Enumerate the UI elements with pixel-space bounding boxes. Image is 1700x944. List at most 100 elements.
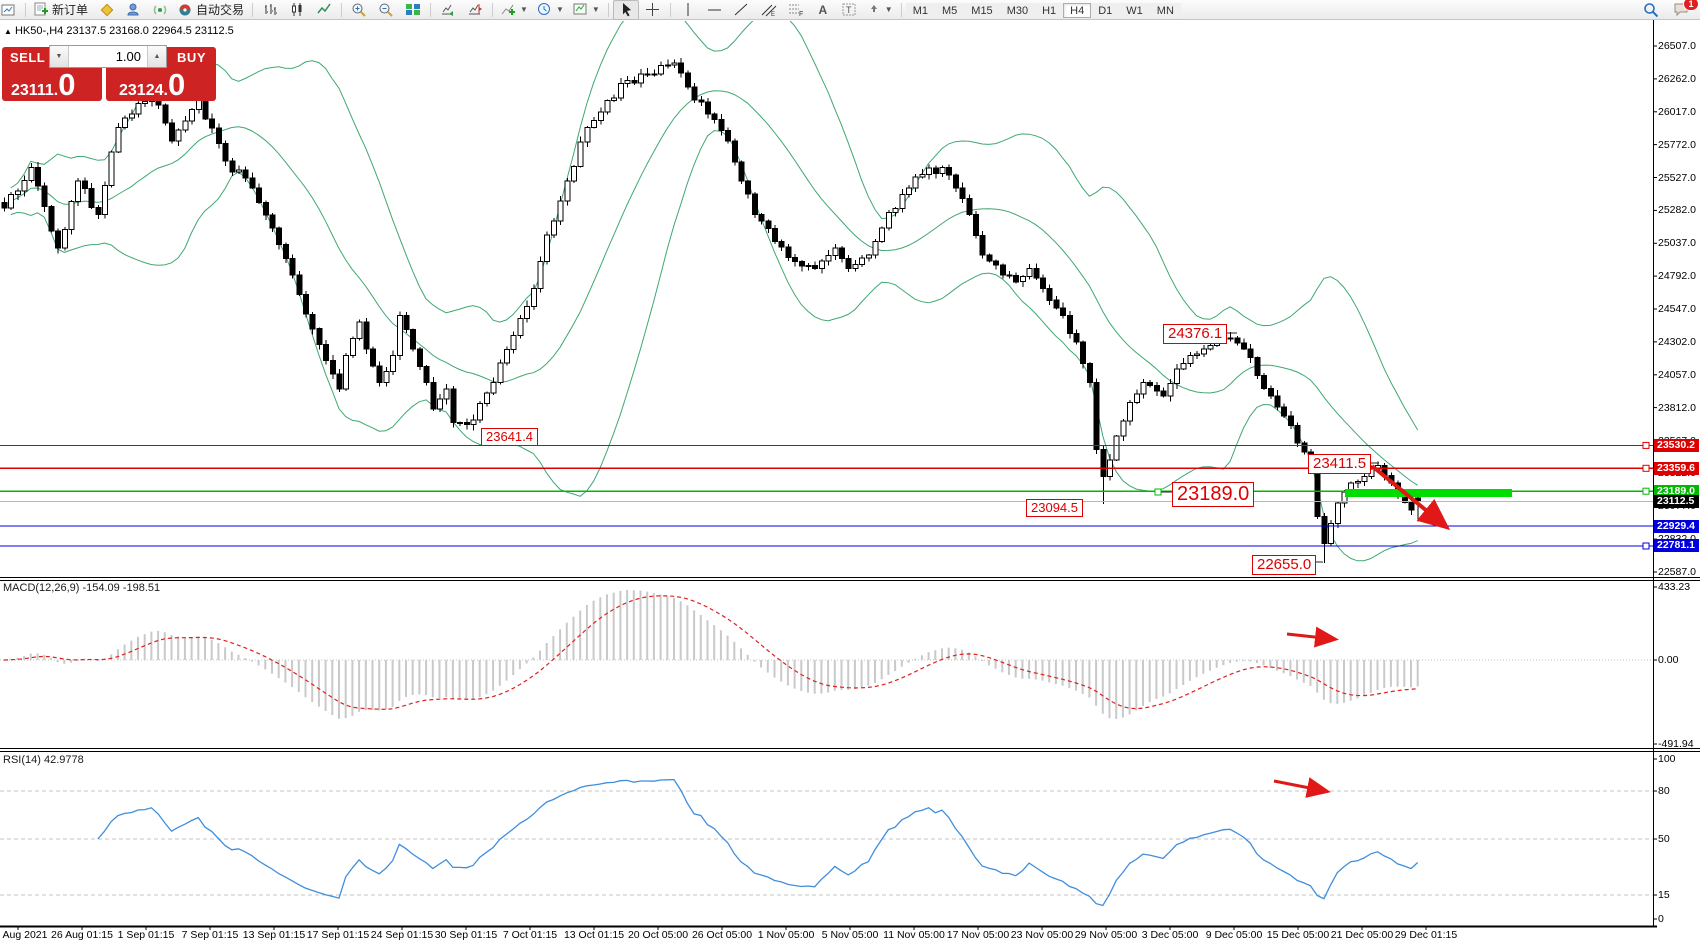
rsi-line <box>97 778 1419 907</box>
macd-histogram-bar <box>1249 660 1252 662</box>
timeframe-button-m1[interactable]: M1 <box>905 2 935 18</box>
line-anchor-marker[interactable] <box>1642 487 1650 495</box>
bar-chart-mode-icon[interactable] <box>257 0 283 20</box>
candle-bearish <box>316 328 323 346</box>
macd-histogram-bar <box>1356 660 1359 699</box>
chart-annotation[interactable]: 23189.0 <box>1172 482 1255 507</box>
candle-bearish <box>309 313 316 330</box>
timeframe-button-m30[interactable]: M30 <box>999 2 1036 18</box>
volume-stepper[interactable]: ▼ 1.00 ▲ <box>49 45 167 68</box>
trend-arrow-object[interactable] <box>1286 626 1339 648</box>
candle-bearish <box>416 348 423 368</box>
macd-histogram-bar <box>1115 660 1118 719</box>
timeframe-button-m5[interactable]: M5 <box>935 2 965 18</box>
autotrading-button[interactable]: 自动交易 <box>174 1 248 19</box>
crosshair-tool-icon[interactable] <box>640 0 666 20</box>
toolbar-separator <box>900 2 902 17</box>
candle-bullish <box>859 257 866 266</box>
line-chart-mode-icon[interactable] <box>311 0 337 20</box>
line-anchor-marker[interactable] <box>1154 488 1162 496</box>
macd-histogram-bar <box>1162 660 1165 697</box>
timeframe-button-w1[interactable]: W1 <box>1119 2 1150 18</box>
macd-histogram-bar <box>887 660 890 675</box>
chart-shift-icon[interactable] <box>462 0 488 20</box>
new-chart-icon[interactable] <box>0 0 21 20</box>
highlight-zone[interactable] <box>1345 489 1512 497</box>
search-icon[interactable] <box>1638 0 1664 20</box>
periods-dropdown-icon[interactable]: ▼ <box>533 0 568 20</box>
volume-decrease-button[interactable]: ▼ <box>50 46 69 67</box>
candle-bullish <box>912 176 919 189</box>
line-anchor-marker[interactable] <box>1642 542 1650 550</box>
chart-annotation[interactable]: 23411.5 <box>1308 454 1372 474</box>
fibonacci-tool-icon[interactable]: F <box>783 0 809 20</box>
candle-bearish <box>1234 337 1241 344</box>
line-anchor-marker[interactable] <box>1642 441 1650 449</box>
trend-arrow-object[interactable] <box>1370 464 1451 531</box>
macd-histogram-bar <box>1209 660 1211 671</box>
macd-histogram-bar <box>1128 660 1131 715</box>
line-anchor-marker[interactable] <box>1642 464 1650 472</box>
toolbar-separator <box>25 2 26 17</box>
candle-bullish <box>102 185 108 216</box>
candle-bearish <box>1153 385 1160 392</box>
macd-histogram-bar <box>1142 660 1144 706</box>
notifications-icon[interactable]: 1 <box>1668 0 1699 20</box>
expert-advisors-icon[interactable] <box>120 0 146 20</box>
macd-histogram-bar <box>559 629 562 660</box>
macd-histogram-bar <box>130 640 133 660</box>
chart-annotation[interactable]: 22655.0 <box>1252 555 1317 575</box>
candlestick-mode-icon[interactable] <box>284 0 310 20</box>
trendline-tool-icon[interactable] <box>729 0 755 20</box>
zoom-in-icon[interactable] <box>346 0 372 20</box>
macd-histogram-bar <box>726 635 729 660</box>
dropdown-caret: ▼ <box>520 5 528 14</box>
new-order-button[interactable]: 新订单 <box>30 1 92 19</box>
macd-histogram-bar <box>592 600 595 660</box>
candle-bullish <box>1328 522 1335 544</box>
horizontal-line-tool-icon[interactable] <box>702 0 728 20</box>
tile-windows-icon[interactable] <box>400 0 426 20</box>
macd-histogram-bar <box>1061 660 1064 686</box>
timeframe-button-h1[interactable]: H1 <box>1035 2 1064 18</box>
templates-icon[interactable]: ▼ <box>569 0 604 20</box>
candle-bullish <box>195 100 202 111</box>
macd-histogram-bar <box>311 660 314 702</box>
timeframe-button-d1[interactable]: D1 <box>1091 2 1120 18</box>
candle-bearish <box>684 72 691 88</box>
candle-bearish <box>242 169 249 179</box>
arrows-tool-icon[interactable]: ▼ <box>864 0 897 20</box>
text-tool-icon[interactable]: A <box>818 2 828 17</box>
channel-tool-icon[interactable]: E <box>756 0 782 20</box>
trend-arrow-object[interactable] <box>1273 777 1331 798</box>
volume-increase-button[interactable]: ▲ <box>147 46 166 67</box>
macd-histogram-bar <box>659 594 662 660</box>
timeframe-button-h4[interactable]: H4 <box>1063 2 1092 18</box>
cursor-tool-icon[interactable] <box>612 0 639 20</box>
candle-bearish <box>1274 395 1281 408</box>
candle-bearish <box>1281 406 1288 417</box>
timeframe-button-mn[interactable]: MN <box>1149 2 1181 18</box>
auto-scroll-icon[interactable] <box>435 0 461 20</box>
candle-bearish <box>282 244 289 260</box>
candle-bearish <box>651 73 658 76</box>
chart-annotation[interactable]: 23641.4 <box>481 428 538 446</box>
macd-histogram-bar <box>1389 660 1392 687</box>
text-label-tool-icon[interactable]: T <box>837 0 863 20</box>
zoom-out-icon[interactable] <box>373 0 399 20</box>
metaeditor-icon[interactable] <box>93 0 119 20</box>
candle-bullish <box>1334 502 1341 524</box>
candle-bearish <box>215 127 222 145</box>
candle-bearish <box>932 167 939 174</box>
toolbar-separator <box>430 2 432 17</box>
macd-histogram-bar <box>418 660 421 695</box>
indicators-icon[interactable]: ▼ <box>497 0 532 20</box>
chart-annotation[interactable]: 23094.5 <box>1026 499 1083 517</box>
vertical-line-tool-icon[interactable] <box>675 0 701 20</box>
signals-icon[interactable] <box>147 0 173 20</box>
chart-annotation[interactable]: 24376.1 <box>1163 324 1228 344</box>
macd-histogram-bar <box>894 660 897 672</box>
macd-histogram-bar <box>1014 660 1017 678</box>
timeframe-button-m15[interactable]: M15 <box>964 2 1000 18</box>
